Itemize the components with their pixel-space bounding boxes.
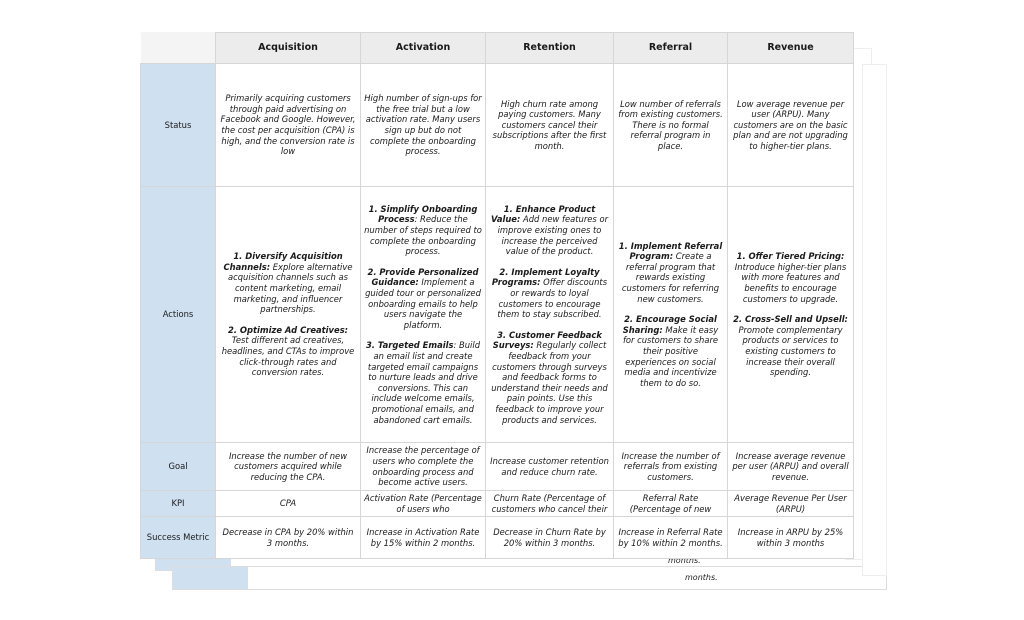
action-text: Regularly collect feedback from your cus…	[491, 340, 608, 425]
success-retention: Decrease in Churn Rate by 20% within 3 m…	[485, 516, 614, 560]
row-label-actions: Actions	[140, 186, 216, 443]
header-activation: Activation	[360, 32, 486, 64]
success-acquisition: Decrease in CPA by 20% within 3 months.	[215, 516, 361, 560]
goal-revenue: Increase average revenue per user (ARPU)…	[727, 442, 854, 491]
kpi-acquisition: CPA	[215, 489, 361, 518]
row-goal: Goal Increase the number of new customer…	[140, 442, 854, 491]
action-text: Explore alternative acquisition channels…	[228, 261, 353, 315]
actions-activation: 1. Simplify Onboarding Process: Reduce t…	[360, 186, 486, 443]
goal-referral: Increase the number of referrals from ex…	[613, 442, 728, 491]
actions-retention: 1. Enhance Product Value: Add new featur…	[485, 186, 614, 443]
goal-retention: Increase customer retention and reduce c…	[485, 442, 614, 491]
action-text: Test different ad creatives, headlines, …	[221, 335, 355, 378]
aarrr-strategy-table: Acquisition Activation Retention Referra…	[140, 32, 854, 560]
action-text: Promote complementary products or servic…	[738, 324, 843, 378]
status-retention: High churn rate among paying customers. …	[485, 63, 614, 187]
action-text: Make it easy for customers to share thei…	[622, 324, 719, 388]
kpi-activation: Activation Rate (Percentage of users who	[360, 489, 486, 518]
success-revenue: Increase in ARPU by 25% within 3 months	[727, 516, 854, 560]
goal-activation: Increase the percentage of users who com…	[360, 442, 486, 491]
actions-referral: 1. Implement Referral Program: Create a …	[613, 186, 728, 443]
action-title: 1. Simplify Onboarding Process	[368, 203, 478, 225]
action-title: 2. Provide Personalized Guidance:	[367, 266, 479, 288]
status-acquisition: Primarily acquiring customers through pa…	[215, 63, 361, 187]
kpi-revenue: Average Revenue Per User (ARPU)	[727, 489, 854, 518]
action-text: Introduce higher-tier plans with more fe…	[734, 261, 847, 304]
action-text: : Build an email list and create targete…	[367, 340, 481, 425]
action-title: 1. Implement Referral Program:	[618, 240, 723, 262]
row-label-goal: Goal	[140, 442, 216, 491]
row-actions: Actions 1. Diversify Acquisition Channel…	[140, 186, 854, 443]
success-activation: Increase in Activation Rate by 15% withi…	[360, 516, 486, 560]
actions-revenue: 1. Offer Tiered Pricing: Introduce highe…	[727, 186, 854, 443]
header-retention: Retention	[485, 32, 614, 64]
header-referral: Referral	[613, 32, 728, 64]
header-acquisition: Acquisition	[215, 32, 361, 64]
action-title: 2. Optimize Ad Creatives:	[227, 324, 349, 335]
action-text: Implement a guided tour or personalized …	[365, 277, 481, 330]
actions-acquisition: 1. Diversify Acquisition Channels: Explo…	[215, 186, 361, 443]
row-status: Status Primarily acquiring customers thr…	[140, 63, 854, 187]
header-row: Acquisition Activation Retention Referra…	[140, 32, 854, 64]
row-kpi: KPI CPA Activation Rate (Percentage of u…	[140, 489, 854, 518]
action-text: Offer discounts or rewards to loyal cust…	[497, 277, 608, 320]
kpi-retention: Churn Rate (Percentage of customers who …	[485, 489, 614, 518]
ghost-text: months.	[668, 556, 701, 565]
action-text: Add new features or improve existing one…	[497, 214, 609, 257]
success-referral: Increase in Referral Rate by 10% within …	[613, 516, 728, 560]
action-text: Create a referral program that rewards e…	[621, 251, 720, 304]
action-text: : Reduce the number of steps required to…	[364, 214, 482, 257]
action-title: 2. Implement Loyalty Programs:	[491, 266, 600, 288]
action-title: 2. Cross-Sell and Upsell:	[733, 314, 848, 325]
header-revenue: Revenue	[727, 32, 854, 64]
row-success-metric: Success Metric Decrease in CPA by 20% wi…	[140, 516, 854, 560]
action-title: 1. Offer Tiered Pricing:	[736, 251, 845, 262]
status-revenue: Low average revenue per user (ARPU). Man…	[727, 63, 854, 187]
action-title: 2. Encourage Social Sharing:	[622, 314, 717, 335]
status-activation: High number of sign-ups for the free tri…	[360, 63, 486, 187]
ghost-row-2: months.	[172, 566, 887, 590]
kpi-referral: Referral Rate (Percentage of new	[613, 489, 728, 518]
goal-acquisition: Increase the number of new customers acq…	[215, 442, 361, 491]
status-referral: Low number of referrals from existing cu…	[613, 63, 728, 187]
row-label-status: Status	[140, 63, 216, 187]
action-title: 3. Customer Feedback Surveys:	[492, 329, 602, 351]
action-title: 1. Diversify Acquisition Channels:	[223, 251, 343, 272]
action-title: 1. Enhance Product Value:	[490, 203, 596, 225]
ghost-text: months.	[685, 573, 718, 582]
row-label-success-metric: Success Metric	[140, 516, 216, 560]
corner-cell	[140, 32, 216, 64]
ghost-column-right-2	[862, 64, 887, 576]
row-label-kpi: KPI	[140, 489, 216, 518]
action-title: 3. Targeted Emails	[365, 340, 454, 351]
